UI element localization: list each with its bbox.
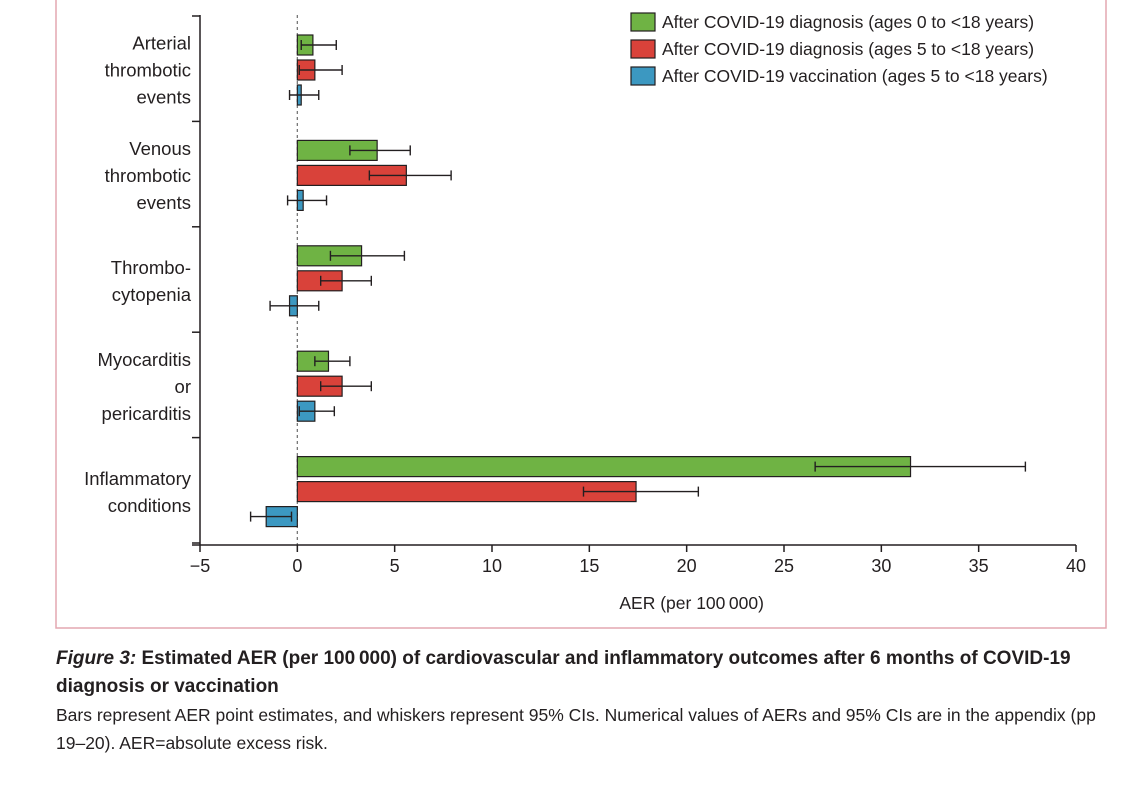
category-label: events — [136, 192, 191, 213]
category-label: Thrombo- — [111, 257, 191, 278]
category-label: events — [136, 87, 191, 108]
x-tick-label: 20 — [677, 556, 697, 576]
category-label: Myocarditis — [97, 349, 191, 370]
x-tick-label: 0 — [292, 556, 302, 576]
figure-frame-border — [55, 0, 1107, 629]
x-tick-label: 5 — [390, 556, 400, 576]
figure-label: Figure 3: — [56, 648, 137, 669]
legend-swatch — [630, 66, 656, 86]
caption-title-text: Estimated AER (per 100 000) of cardiovas… — [56, 648, 1071, 697]
legend-label: After COVID-19 vaccination (ages 5 to <1… — [662, 66, 1048, 86]
category-label: Inflammatory — [84, 468, 192, 489]
x-tick-label: 35 — [969, 556, 989, 576]
chart-figure: −5 0 5 10 15 20 25 30 35 40 AER (per 100 000) Arter… — [55, 0, 1107, 629]
category-label: pericarditis — [102, 403, 191, 424]
caption-title: Figure 3: Estimated AER (per 100 000) of… — [56, 645, 1106, 701]
legend-swatch — [630, 39, 656, 59]
category-label: Venous — [129, 138, 191, 159]
x-axis-label: AER (per 100 000) — [619, 593, 764, 613]
x-tick-label: 40 — [1066, 556, 1086, 576]
legend-label: After COVID-19 diagnosis (ages 5 to <18 … — [662, 39, 1034, 59]
chart-svg: −5 0 5 10 15 20 25 30 35 40 AER (per 100 000) Arter… — [55, 0, 1107, 629]
category-label: thrombotic — [105, 60, 191, 81]
x-tick-label: 15 — [579, 556, 599, 576]
category-label: thrombotic — [105, 165, 191, 186]
x-tick-label: 30 — [871, 556, 891, 576]
category-label: or — [175, 376, 191, 397]
x-tick-label: 25 — [774, 556, 794, 576]
legend-label: After COVID-19 diagnosis (ages 0 to <18 … — [662, 12, 1034, 32]
x-tick-label: −5 — [190, 556, 211, 576]
category-label: conditions — [108, 495, 191, 516]
x-tick-label: 10 — [482, 556, 502, 576]
caption-text: Bars represent AER point estimates, and … — [56, 705, 1096, 753]
category-label: cytopenia — [112, 284, 192, 305]
legend-swatch — [630, 12, 656, 32]
category-label: Arterial — [132, 33, 191, 54]
figure-caption: Figure 3: Estimated AER (per 100 000) of… — [56, 645, 1106, 757]
